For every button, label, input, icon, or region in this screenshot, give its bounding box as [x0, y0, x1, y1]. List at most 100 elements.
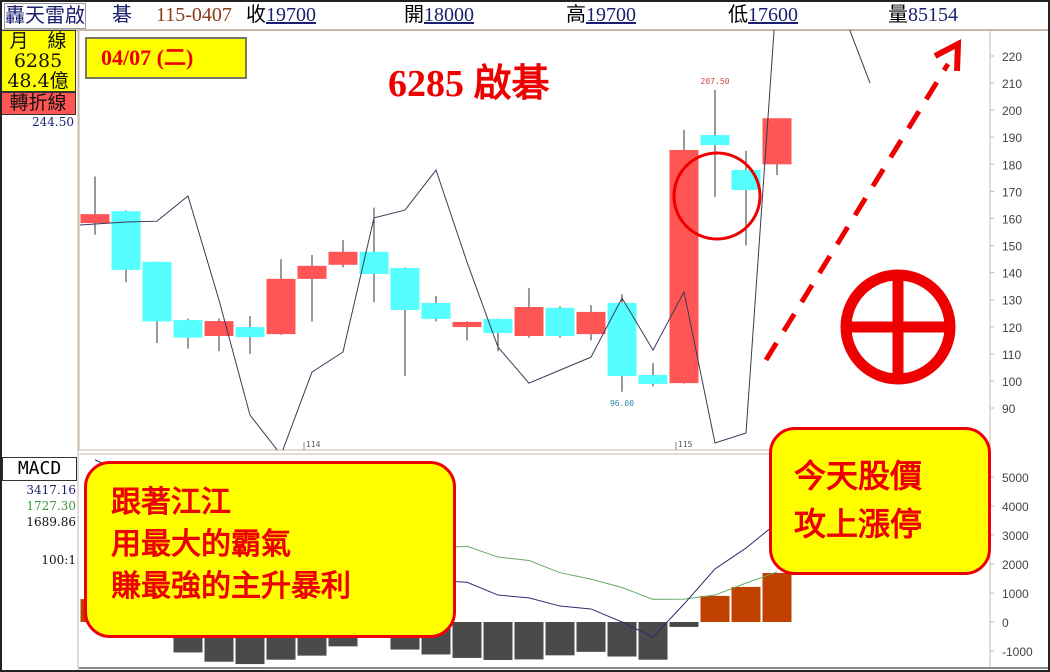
high-value: 19700: [586, 4, 636, 26]
price-tick-label: 180: [1002, 158, 1022, 172]
macd-histogram-bar: [452, 622, 482, 658]
macd-histogram-bar: [607, 622, 637, 657]
candle-body: [607, 302, 637, 377]
macd-histogram-bar: [700, 595, 730, 622]
volume-value: 85154: [908, 4, 958, 26]
indicator-name[interactable]: 轟天雷啟: [4, 3, 86, 29]
price-tick-label: 110: [1002, 348, 1021, 362]
price-tick-label: 220: [1002, 50, 1022, 64]
candle: [204, 318, 234, 352]
open-quote: 開18000: [404, 3, 474, 27]
promo-line: 賺最強的主升暴利: [111, 569, 351, 604]
candle-body: [669, 149, 699, 384]
candle-body: [638, 375, 668, 384]
candle-body: [173, 320, 203, 338]
macd-tick-label: 5000: [1002, 471, 1029, 485]
volume-label: 量: [888, 4, 908, 26]
candle: [173, 318, 203, 349]
candle: [390, 267, 420, 377]
candle-body: [576, 311, 606, 335]
chart-title: 6285 啟碁: [388, 63, 550, 105]
macd-histogram-bar: [545, 622, 575, 656]
candle-body: [700, 135, 730, 146]
volume-quote: 量85154: [888, 3, 958, 27]
candle-body: [80, 214, 110, 224]
candle: [111, 210, 141, 283]
macd-histogram-bar: [669, 622, 699, 627]
candle-body: [204, 321, 234, 337]
promo-line: 今天股價: [794, 457, 923, 495]
price-tick-label: 100: [1002, 375, 1022, 389]
candle-body: [328, 251, 358, 265]
candle: [545, 306, 575, 338]
candle-body: [452, 321, 482, 328]
macd-tick-label: 3000: [1002, 529, 1029, 543]
candle-body: [266, 278, 296, 335]
candle: [452, 321, 482, 341]
macd-histogram-bar: [762, 572, 792, 622]
open-value: 18000: [424, 4, 474, 26]
macd-histogram-bar: [514, 622, 544, 660]
dif-value: 3417.16: [26, 483, 76, 497]
quote-header: 轟天雷啟 碁 115-0407 收 19700 開18000 高19700 低17…: [0, 0, 1050, 31]
stock-code: 6285: [13, 50, 63, 72]
promo-line: 攻上漲停: [794, 505, 923, 543]
macd-tick-label: 0: [1002, 616, 1009, 630]
arrow-head-icon: [933, 38, 962, 72]
amount-value: 48.4億: [7, 70, 69, 92]
candle-body: [359, 251, 389, 274]
candle: [607, 294, 637, 392]
time-tick-label: 115: [678, 440, 693, 449]
macd-tick-label: 2000: [1002, 558, 1029, 572]
indicator-label[interactable]: 轉折線: [0, 92, 76, 115]
price-tick-label: 170: [1002, 185, 1022, 199]
signal-value: 1727.30: [26, 499, 76, 513]
macd-histogram-bar: [576, 622, 606, 652]
turning-line: [79, 30, 871, 450]
candle: [638, 363, 668, 387]
candle: [700, 89, 730, 197]
candle: [669, 129, 699, 384]
candle-body: [235, 327, 265, 338]
highlight-circle: [672, 151, 762, 241]
low-quote: 低17600: [728, 3, 798, 27]
candle-body: [421, 302, 451, 319]
candle: [80, 176, 110, 235]
macd-label[interactable]: MACD: [2, 457, 77, 481]
period-box[interactable]: 月 線 6285 48.4億: [0, 30, 76, 92]
low-annotation: 96.00: [610, 399, 634, 408]
candle-body: [111, 211, 141, 270]
candle: [576, 305, 606, 341]
macd-histogram-bar: [731, 586, 761, 622]
period-label: 月 線: [9, 30, 67, 52]
indicator-value: 244.50: [32, 115, 74, 129]
price-tick-label: 150: [1002, 240, 1022, 254]
candle-body: [483, 318, 513, 334]
price-panel-frame: [78, 29, 991, 451]
left-info-panel: 月 線 6285 48.4億 轉折線 244.50: [0, 30, 78, 129]
promo-bubble-right: 今天股價 攻上漲停: [769, 427, 991, 575]
price-tick-label: 130: [1002, 294, 1022, 308]
candle-body: [142, 261, 172, 322]
scale-label: 100:1: [41, 553, 76, 567]
candle: [235, 315, 265, 354]
field-symbol-icon: [840, 269, 956, 385]
promo-line: 用最大的霸氣: [111, 527, 291, 562]
stock-name: 碁: [112, 4, 132, 26]
candle-body: [297, 265, 327, 279]
candle-body: [762, 118, 792, 165]
price-tick-label: 200: [1002, 104, 1022, 118]
candle: [328, 240, 358, 268]
close-label: 收: [246, 4, 266, 26]
macd-histogram-bar: [638, 622, 668, 660]
date-code: 115-0407: [156, 4, 232, 26]
high-quote: 高19700: [566, 3, 636, 27]
promo-bubble-left: 跟著江江 用最大的霸氣 賺最強的主升暴利: [84, 461, 456, 638]
low-value: 17600: [748, 4, 798, 26]
price-tick-label: 210: [1002, 77, 1022, 91]
price-tick-label: 190: [1002, 131, 1022, 145]
macd-tick-label: -1000: [1002, 645, 1033, 659]
low-label: 低: [728, 4, 748, 26]
